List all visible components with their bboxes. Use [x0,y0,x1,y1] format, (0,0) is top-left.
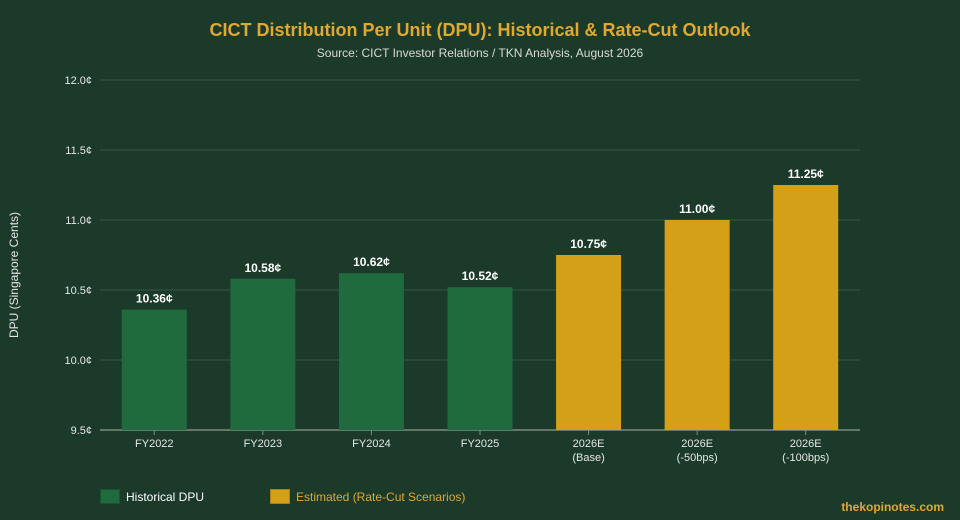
y-tick-label: 10.5¢ [64,285,92,297]
bar [447,287,513,430]
legend-estimated-swatch [270,489,290,504]
bar-value-label: 11.00¢ [679,202,715,216]
y-axis-label: DPU (Singapore Cents) [7,212,21,338]
x-tick-label: (-50bps) [677,452,718,464]
chart-subtitle: Source: CICT Investor Relations / TKN An… [316,46,644,60]
bar-value-label: 10.58¢ [245,261,282,275]
legend-estimated: Estimated (Rate-Cut Scenarios) [270,489,465,504]
bar [338,273,404,430]
bar-value-label: 10.36¢ [136,292,173,306]
bar-value-label: 11.25¢ [788,167,824,181]
chart-title: CICT Distribution Per Unit (DPU): Histor… [209,20,751,40]
x-tick-label: 2026E [790,438,822,450]
bar-value-label: 10.75¢ [570,237,607,251]
x-tick-label: 2026E [573,438,605,450]
bar [556,255,622,430]
y-tick-label: 11.5¢ [65,145,92,157]
x-tick-label: FY2025 [461,438,500,450]
bar [773,185,839,430]
x-tick-label: 2026E [681,438,713,450]
bar-value-label: 10.62¢ [353,255,390,269]
y-tick-label: 11.0¢ [65,215,92,227]
bar [664,220,730,430]
x-tick-label: FY2023 [244,438,283,450]
legend-historical-label: Historical DPU [126,489,205,504]
y-tick-label: 9.5¢ [71,425,92,437]
y-tick-label: 10.0¢ [64,355,92,367]
legend-historical: Historical DPU [100,489,204,504]
bar [121,309,187,430]
x-tick-label: FY2022 [135,438,174,450]
bar [230,278,296,430]
x-tick-label: FY2024 [352,438,391,450]
x-tick-label: (-100bps) [782,452,829,464]
y-tick-label: 12.0¢ [64,75,92,87]
legend-historical-swatch [100,489,120,504]
watermark: thekopinotes.com [841,500,944,514]
bar-value-label: 10.52¢ [462,269,499,283]
x-tick-label: (Base) [572,452,604,464]
legend-estimated-label: Estimated (Rate-Cut Scenarios) [296,489,466,504]
